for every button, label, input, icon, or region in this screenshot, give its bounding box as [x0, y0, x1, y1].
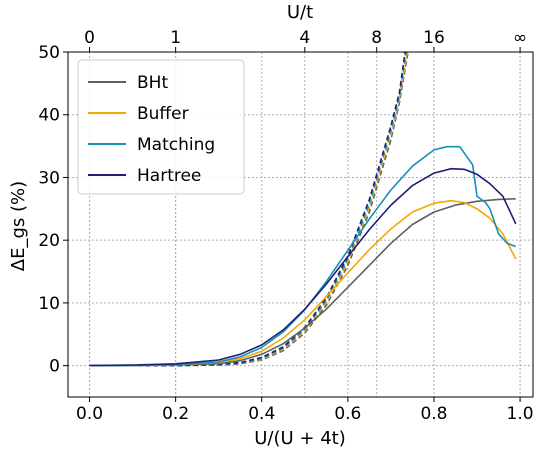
top-tick-label: ∞ — [513, 28, 527, 48]
x-tick-label: 0.8 — [420, 404, 447, 424]
series-line-bht — [89, 198, 516, 367]
legend: BHt Buffer Matching Hartree — [77, 59, 245, 195]
top-tick-label: 0 — [84, 28, 95, 48]
x-tick-label: 0.4 — [248, 404, 275, 424]
x-tick-label: 0.6 — [334, 404, 361, 424]
bottom-x-axis: 0.0 0.2 0.4 0.6 0.8 1.0 — [76, 397, 534, 424]
y-axis-label: ΔE_gs (%) — [8, 181, 29, 271]
legend-label: BHt — [137, 73, 168, 93]
plot-frame — [67, 51, 534, 398]
legend-label: Buffer — [137, 104, 189, 124]
legend-box — [77, 59, 245, 195]
x-tick-label: 0.0 — [76, 404, 103, 424]
top-x-axis: 0 1 4 8 16 ∞ — [84, 28, 527, 52]
y-tick-label: 20 — [38, 231, 60, 251]
y-tick-label: 40 — [38, 106, 60, 126]
series-group — [89, 52, 517, 367]
series-line-hartree — [89, 167, 517, 367]
legend-label: Matching — [137, 135, 215, 155]
top-tick-label: 16 — [423, 28, 445, 48]
y-tick-label: 10 — [38, 294, 60, 314]
x-tick-label: 1.0 — [507, 404, 534, 424]
y-tick-label: 50 — [38, 43, 60, 63]
top-tick-label: 1 — [170, 28, 181, 48]
y-tick-label: 30 — [38, 168, 60, 188]
y-tick-label: 0 — [49, 357, 60, 377]
x-tick-label: 0.2 — [162, 404, 189, 424]
y-axis: 0 10 20 30 40 50 — [38, 43, 68, 377]
top-tick-label: 4 — [299, 28, 310, 48]
legend-label: Hartree — [137, 166, 201, 186]
top-axis-label: U/t — [287, 2, 313, 23]
x-axis-label: U/(U + 4t) — [254, 428, 346, 449]
top-tick-label: 8 — [371, 28, 382, 48]
series-line-matching — [89, 145, 517, 367]
